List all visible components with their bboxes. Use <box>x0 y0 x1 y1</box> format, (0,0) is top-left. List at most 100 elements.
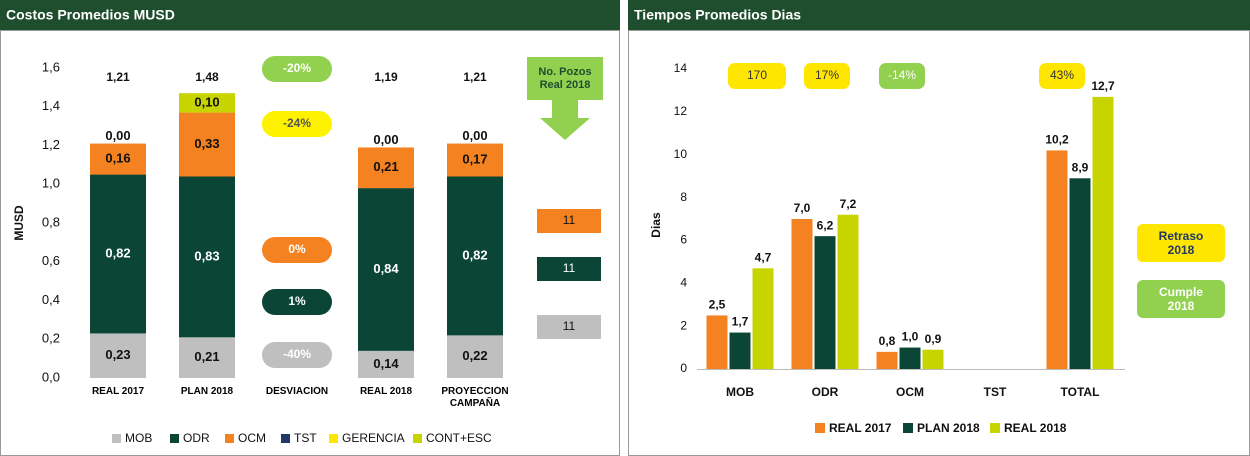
x-tick-label: REAL 2017 <box>91 386 145 397</box>
bar-segment <box>179 93 235 113</box>
data-label: 0,23 <box>105 347 130 362</box>
badge <box>879 63 925 89</box>
x-tick-label: MOB <box>726 385 754 399</box>
data-label: 0,21 <box>373 159 398 174</box>
header-bar <box>628 0 1250 30</box>
bar-segment <box>179 176 235 338</box>
bar-segment <box>447 143 503 177</box>
legend-label: CONT+ESC <box>426 431 492 445</box>
data-label: 6,2 <box>817 218 834 232</box>
note-arrow <box>527 57 603 140</box>
deviation-label: -20% <box>283 61 311 75</box>
y-tick-label: 1,6 <box>42 59 60 74</box>
data-label: 0,22 <box>462 348 487 363</box>
x-tick-label: OCM <box>896 385 924 399</box>
y-tick-label: 10 <box>674 147 688 161</box>
bar <box>899 347 921 369</box>
wells-value: 11 <box>563 213 576 227</box>
data-label: 0,83 <box>194 248 219 263</box>
badge-label: 43% <box>1050 68 1074 82</box>
bar <box>922 349 944 369</box>
x-tick-label-box: REAL 2017 <box>91 386 145 397</box>
legend-swatch <box>903 423 913 433</box>
y-tick-label: 0,2 <box>42 331 60 346</box>
data-label: 0,84 <box>373 261 399 276</box>
bar <box>814 236 836 369</box>
x-tick-label: PLAN 2018 <box>180 386 234 397</box>
deviation-pill <box>262 289 332 315</box>
y-tick-label: 8 <box>680 190 687 204</box>
data-label: 1,0 <box>902 330 919 344</box>
chart-title: Costos Promedios MUSD <box>6 7 175 23</box>
data-label: 0,00 <box>373 132 398 147</box>
legend-swatch <box>170 434 179 443</box>
data-label: 7,2 <box>840 197 857 211</box>
data-label: 0,82 <box>105 245 130 260</box>
badge-label: 170 <box>747 68 767 82</box>
legend-swatch <box>281 434 290 443</box>
data-label: 12,7 <box>1091 79 1115 93</box>
y-axis-label: Dias <box>649 212 663 238</box>
data-label: 0,10 <box>194 94 219 109</box>
bar-segment <box>358 147 414 189</box>
legend-label: TST <box>294 431 317 445</box>
data-label: 0,16 <box>105 151 130 166</box>
total-label: 1,48 <box>195 70 219 84</box>
y-axis-label: MUSD <box>12 205 26 241</box>
legend-swatch <box>413 434 422 443</box>
deviation-label: 0% <box>288 242 306 256</box>
data-label: 0,21 <box>194 349 219 364</box>
wells-box <box>537 257 601 281</box>
bar <box>729 332 751 369</box>
bar <box>1069 178 1091 369</box>
x-tick-label-box: PLAN 2018 <box>180 386 234 397</box>
data-label: 0,8 <box>879 334 896 348</box>
x-tick-label-box: DESVIACIÓN <box>266 386 328 397</box>
y-tick-label: 4 <box>680 275 687 289</box>
y-tick-label: 0,4 <box>42 292 60 307</box>
y-tick-label: 1,4 <box>42 98 60 113</box>
total-label: 1,19 <box>374 70 398 84</box>
y-tick-label: 6 <box>680 233 687 247</box>
bar-segment <box>447 335 503 378</box>
bar-segment <box>90 174 146 334</box>
legend-label: REAL 2018 <box>1004 421 1067 435</box>
wells-value: 11 <box>563 261 576 275</box>
bar-segment <box>179 337 235 378</box>
badge <box>804 63 850 89</box>
data-label: 1,7 <box>732 315 749 329</box>
y-tick-label: 0,0 <box>42 369 60 384</box>
y-tick-label: 0,8 <box>42 214 60 229</box>
legend-label: OCM <box>238 431 266 445</box>
bar <box>837 214 859 369</box>
bar <box>706 315 728 369</box>
note-text: No. Pozos Real 2018 <box>538 65 592 91</box>
data-label: 0,17 <box>462 151 487 166</box>
legend-swatch <box>815 423 825 433</box>
data-label: 0,00 <box>462 128 487 143</box>
status-key-label: Retraso 2018 <box>1158 228 1204 257</box>
bar-segment <box>90 143 146 175</box>
bar-segment <box>358 350 414 378</box>
status-key-label-box: Cumple 2018 <box>1159 285 1203 313</box>
data-label: 0,00 <box>105 128 130 143</box>
y-tick-label: 1,2 <box>42 137 60 152</box>
y-tick-label: 1,0 <box>42 176 60 191</box>
legend-swatch <box>990 423 1000 433</box>
header-bar <box>0 0 620 30</box>
legend-swatch <box>225 434 234 443</box>
y-tick-label: 12 <box>674 104 688 118</box>
deviation-pill <box>262 111 332 137</box>
y-tick-label: 0 <box>680 361 687 375</box>
data-label: 10,2 <box>1045 133 1069 147</box>
data-label: 0,9 <box>925 332 942 346</box>
status-key <box>1137 224 1225 262</box>
deviation-pill <box>262 342 332 368</box>
data-label: 0,33 <box>194 136 219 151</box>
bar-segment <box>90 333 146 378</box>
data-label: 8,9 <box>1072 160 1089 174</box>
bar-segment <box>447 176 503 336</box>
legend-label: MOB <box>125 431 152 445</box>
x-tick-label: TST <box>984 385 1007 399</box>
x-tick-label: TOTAL <box>1061 385 1100 399</box>
